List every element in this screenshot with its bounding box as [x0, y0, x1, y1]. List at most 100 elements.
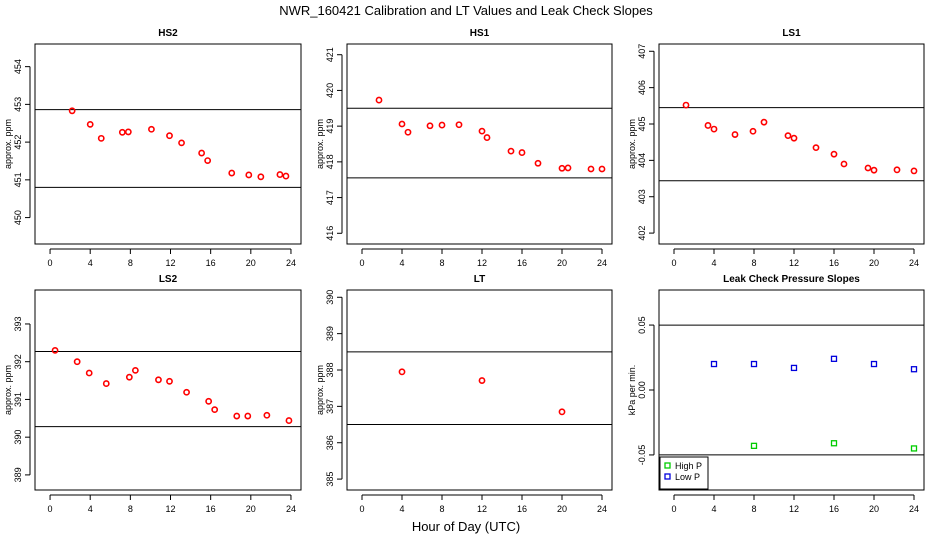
y-tick-label: 0.05 — [637, 316, 647, 334]
data-point — [830, 150, 838, 158]
plot-frame — [658, 43, 925, 245]
x-tick-label: 0 — [48, 258, 53, 268]
y-tick-label: 388 — [325, 362, 335, 377]
panel-leak-check-pressure-slopes: Leak Check Pressure Slopes 0 4 8 12 16 20 24 -0.… — [627, 274, 925, 514]
data-point — [183, 388, 190, 396]
y-axis-label: approx. ppm — [3, 365, 13, 415]
x-tick-label: 20 — [869, 504, 879, 514]
data-point — [205, 397, 213, 405]
y-tick-label: 390 — [325, 290, 335, 305]
x-tick-label: 16 — [517, 504, 527, 514]
panel-title: Leak Check Pressure Slopes — [723, 274, 860, 285]
y-axis-label: approx. ppm — [315, 365, 325, 415]
data-point — [710, 125, 718, 133]
y-tick-label: 393 — [13, 316, 23, 331]
data-point — [840, 160, 848, 168]
data-point — [682, 101, 690, 109]
x-tick-label: 24 — [286, 504, 296, 514]
data-point — [830, 355, 838, 362]
x-tick-label: 20 — [246, 258, 256, 268]
x-tick-label: 8 — [751, 258, 756, 268]
data-point — [749, 127, 757, 135]
data-point — [598, 165, 606, 173]
y-tick-label: 403 — [637, 189, 647, 204]
x-tick-label: 4 — [399, 258, 404, 268]
data-point — [404, 128, 412, 136]
x-tick-label: 8 — [439, 504, 444, 514]
x-tick-label: 12 — [166, 504, 176, 514]
x-tick-label: 16 — [206, 258, 216, 268]
data-point — [118, 128, 126, 136]
x-tick-label: 0 — [359, 504, 364, 514]
chart-panels: HS2 0 4 8 12 16 20 24 450 451 452 453 454 approx. ppm… — [3, 28, 925, 514]
data-point — [830, 440, 838, 447]
data-point — [68, 107, 76, 115]
data-point — [518, 149, 526, 156]
data-point — [148, 125, 155, 133]
x-tick-label: 20 — [869, 258, 879, 268]
data-point — [750, 442, 758, 449]
panel-title: HS2 — [158, 28, 178, 39]
x-tick-label: 4 — [711, 258, 716, 268]
data-point — [285, 417, 293, 424]
legend-swatch — [664, 473, 671, 480]
data-point — [784, 132, 792, 140]
y-tick-label: 420 — [325, 83, 335, 98]
x-tick-label: 0 — [359, 258, 364, 268]
x-tick-label: 8 — [439, 258, 444, 268]
data-point — [704, 122, 712, 129]
data-point — [483, 134, 491, 141]
panel-title: LS1 — [782, 28, 801, 39]
data-point — [587, 165, 595, 173]
legend-label: Low P — [675, 472, 700, 482]
plot-frame — [34, 289, 302, 491]
panel-ls1: LS1 0 4 8 12 16 20 24 402 403 404 405 406 407 approx. … — [627, 28, 925, 268]
data-point — [244, 412, 252, 420]
y-tick-label: 417 — [325, 190, 335, 205]
y-tick-label: 389 — [13, 467, 23, 482]
data-point — [790, 364, 798, 372]
y-tick-label: 391 — [13, 392, 23, 407]
y-tick-label: 421 — [325, 47, 335, 62]
figure-x-axis-label: Hour of Day (UTC) — [412, 519, 520, 534]
data-point — [398, 120, 406, 128]
y-tick-label: 416 — [325, 226, 335, 241]
legend-label: High P — [675, 461, 702, 471]
x-tick-label: 12 — [789, 504, 799, 514]
plot-frame — [658, 289, 925, 491]
x-tick-label: 0 — [48, 504, 53, 514]
data-point — [85, 369, 93, 377]
y-axis-label: approx. ppm — [3, 119, 13, 169]
x-tick-label: 16 — [829, 258, 839, 268]
y-tick-label: 419 — [325, 119, 335, 134]
x-tick-label: 0 — [671, 258, 676, 268]
y-tick-label: 385 — [325, 472, 335, 487]
x-tick-label: 4 — [711, 504, 716, 514]
panel-title: LS2 — [159, 274, 178, 285]
plot-frame — [346, 43, 613, 245]
x-tick-label: 4 — [88, 504, 93, 514]
y-tick-label: 386 — [325, 435, 335, 450]
y-tick-label: 407 — [637, 44, 647, 59]
legend-box — [659, 456, 709, 490]
x-tick-label: 8 — [128, 504, 133, 514]
data-point — [455, 121, 463, 129]
y-tick-label: 451 — [13, 172, 23, 187]
plot-frame — [346, 289, 613, 491]
data-point — [910, 167, 918, 175]
y-tick-label: 390 — [13, 430, 23, 445]
x-tick-label: 24 — [286, 258, 296, 268]
y-tick-label: 405 — [637, 116, 647, 131]
x-tick-label: 8 — [128, 258, 133, 268]
data-point — [97, 134, 105, 142]
x-tick-label: 4 — [88, 258, 93, 268]
data-point — [245, 171, 253, 179]
data-point — [375, 96, 383, 104]
x-tick-label: 20 — [246, 504, 256, 514]
data-point — [282, 172, 290, 180]
data-point — [478, 127, 486, 135]
data-point — [910, 445, 918, 452]
data-point — [204, 157, 212, 165]
data-point — [812, 144, 820, 152]
x-tick-label: 24 — [909, 504, 919, 514]
